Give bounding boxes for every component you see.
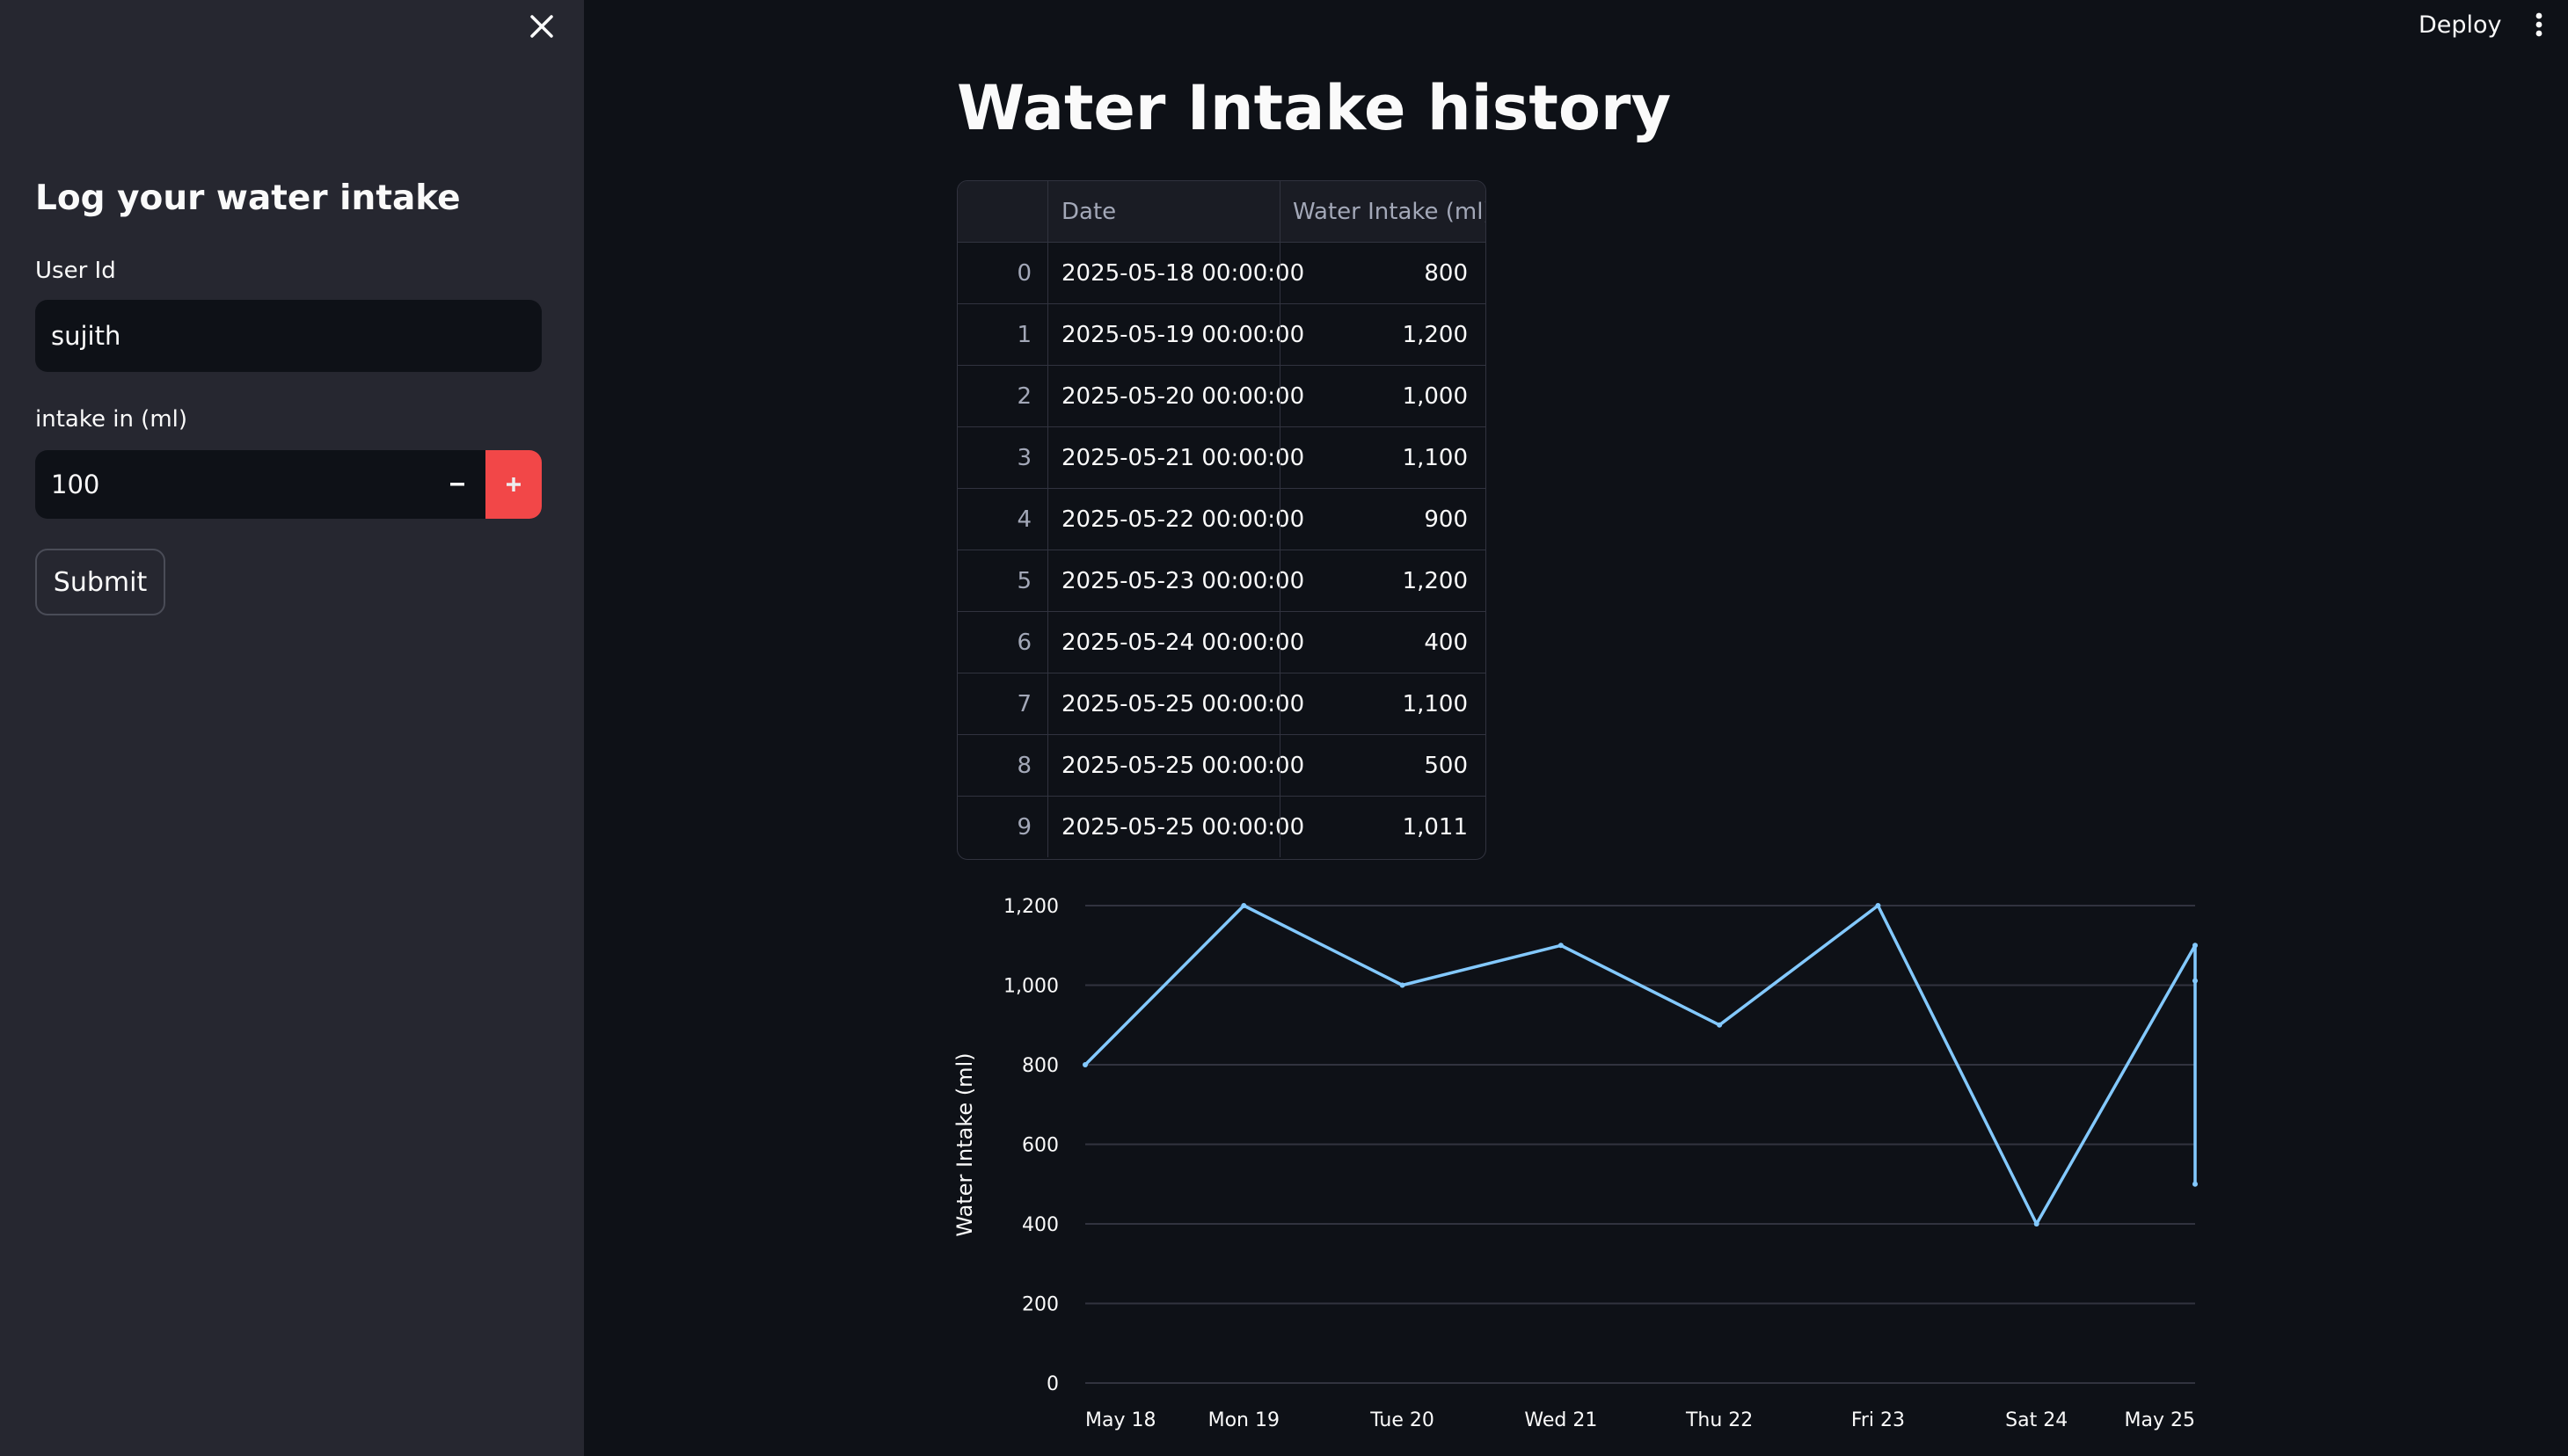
data-point: [2192, 943, 2198, 949]
date-cell[interactable]: 2025-05-22 00:00:00: [1047, 489, 1304, 550]
history-table[interactable]: Date Water Intake (ml) 0 2025-05-18 00:0…: [957, 180, 1486, 860]
y-tick-label: 800: [1022, 1055, 1059, 1077]
data-point: [2192, 1181, 2198, 1187]
main-menu-button[interactable]: [2526, 7, 2552, 42]
close-sidebar-button[interactable]: [526, 9, 558, 44]
x-tick-label: May 18: [1085, 1409, 1156, 1431]
water-intake-line: [1083, 904, 2197, 1226]
table-row: 5 2025-05-23 00:00:00 1,200: [958, 550, 1485, 611]
intake-cell[interactable]: 1,100: [1280, 673, 1485, 734]
row-index[interactable]: 1: [1017, 321, 1032, 348]
y-axis-title: Water Intake (ml): [952, 1052, 977, 1236]
table-row: 0 2025-05-18 00:00:00 800: [958, 242, 1485, 303]
intake-cell[interactable]: 1,200: [1280, 304, 1485, 365]
intake-cell[interactable]: 900: [1280, 489, 1485, 550]
x-tick-label: Thu 22: [1685, 1409, 1753, 1431]
date-cell[interactable]: 2025-05-25 00:00:00: [1047, 673, 1304, 734]
table-header: Date Water Intake (ml): [958, 181, 1485, 242]
row-index[interactable]: 2: [1017, 382, 1032, 410]
data-point: [1558, 943, 1564, 949]
data-point: [2192, 978, 2198, 984]
table-row: 2 2025-05-20 00:00:00 1,000: [958, 365, 1485, 426]
intake-cell[interactable]: 500: [1280, 735, 1485, 796]
water-intake-column-header[interactable]: Water Intake (ml): [1280, 181, 1485, 242]
row-index[interactable]: 5: [1017, 567, 1032, 594]
row-index[interactable]: 4: [1017, 506, 1032, 533]
row-index[interactable]: 0: [1017, 259, 1032, 287]
data-point: [2033, 1221, 2039, 1227]
table-row: 4 2025-05-22 00:00:00 900: [958, 488, 1485, 550]
table-row: 1 2025-05-19 00:00:00 1,200: [958, 303, 1485, 365]
date-cell[interactable]: 2025-05-24 00:00:00: [1047, 612, 1304, 673]
data-point: [1717, 1022, 1723, 1028]
intake-cell[interactable]: 1,011: [1280, 797, 1485, 857]
x-tick-label: Sat 24: [2005, 1409, 2068, 1431]
kebab-menu-icon: [2535, 12, 2542, 37]
data-point: [1083, 1062, 1088, 1067]
x-tick-label: Wed 21: [1524, 1409, 1597, 1431]
date-cell[interactable]: 2025-05-21 00:00:00: [1047, 427, 1304, 488]
date-cell[interactable]: 2025-05-19 00:00:00: [1047, 304, 1304, 365]
intake-cell[interactable]: 1,200: [1280, 550, 1485, 611]
deploy-button[interactable]: Deploy: [2418, 11, 2502, 39]
y-tick-label: 1,200: [1003, 896, 1059, 918]
intake-cell[interactable]: 1,100: [1280, 427, 1485, 488]
intake-cell[interactable]: 400: [1280, 612, 1485, 673]
table-row: 8 2025-05-25 00:00:00 500: [958, 734, 1485, 796]
intake-input[interactable]: 100: [51, 470, 100, 499]
y-tick-label: 1,000: [1003, 976, 1059, 998]
date-cell[interactable]: 2025-05-23 00:00:00: [1047, 550, 1304, 611]
intake-number-input: 100: [35, 450, 542, 519]
sidebar: Log your water intake User Id sujith int…: [0, 0, 584, 1456]
decrement-button[interactable]: [429, 450, 485, 519]
submit-button[interactable]: Submit: [35, 549, 165, 615]
intake-label: intake in (ml): [35, 406, 188, 433]
plus-icon: [507, 477, 521, 491]
index-header[interactable]: [958, 181, 1047, 242]
x-tick-label: Tue 20: [1369, 1409, 1434, 1431]
y-tick-label: 200: [1022, 1294, 1059, 1316]
table-row: 7 2025-05-25 00:00:00 1,100: [958, 673, 1485, 734]
sidebar-heading: Log your water intake: [35, 178, 461, 218]
y-tick-label: 0: [1047, 1373, 1059, 1395]
minus-icon: [450, 483, 464, 486]
table-row: 3 2025-05-21 00:00:00 1,100: [958, 426, 1485, 488]
user-id-label: User Id: [35, 258, 116, 284]
data-point: [1399, 982, 1405, 988]
y-tick-label: 600: [1022, 1135, 1059, 1157]
intake-cell[interactable]: 1,000: [1280, 366, 1485, 426]
row-index[interactable]: 3: [1017, 444, 1032, 471]
table-row: 9 2025-05-25 00:00:00 1,011: [958, 796, 1485, 857]
row-index[interactable]: 7: [1017, 690, 1032, 717]
data-point: [1875, 903, 1881, 908]
x-tick-label: Mon 19: [1208, 1409, 1280, 1431]
row-index[interactable]: 9: [1017, 813, 1032, 841]
intake-cell[interactable]: 800: [1280, 243, 1485, 303]
user-id-input[interactable]: sujith: [35, 300, 542, 372]
date-cell[interactable]: 2025-05-18 00:00:00: [1047, 243, 1304, 303]
data-point: [1241, 903, 1247, 908]
row-index[interactable]: 8: [1017, 752, 1032, 779]
water-intake-line-chart[interactable]: 0 200 400 600 800 1,000 1,200 May 18 Mon 19 Tue 2…: [950, 892, 2216, 1456]
x-tick-label: Fri 23: [1851, 1409, 1905, 1431]
date-cell[interactable]: 2025-05-25 00:00:00: [1047, 735, 1304, 796]
row-index[interactable]: 6: [1017, 629, 1032, 656]
table-row: 6 2025-05-24 00:00:00 400: [958, 611, 1485, 673]
increment-button[interactable]: [485, 450, 542, 519]
page-title: Water Intake history: [957, 72, 1672, 144]
x-tick-label: May 25: [2125, 1409, 2195, 1431]
close-icon: [530, 15, 553, 38]
y-tick-label: 400: [1022, 1214, 1059, 1236]
date-column-header[interactable]: Date: [1047, 181, 1280, 242]
date-cell[interactable]: 2025-05-25 00:00:00: [1047, 797, 1304, 857]
date-cell[interactable]: 2025-05-20 00:00:00: [1047, 366, 1304, 426]
